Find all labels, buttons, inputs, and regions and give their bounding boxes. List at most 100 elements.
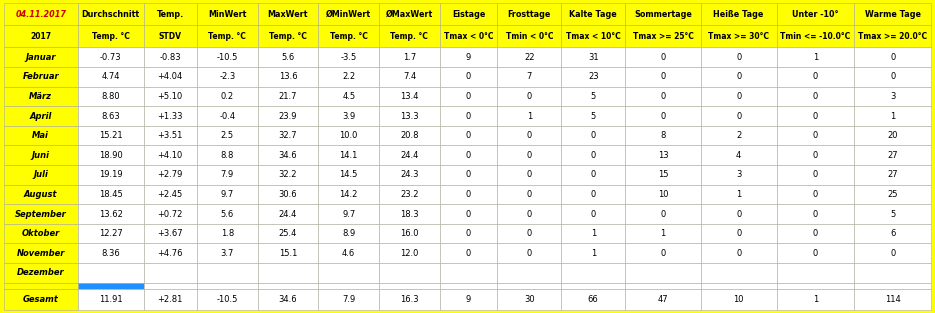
Bar: [197, 126, 258, 146]
Text: März: März: [29, 92, 52, 101]
Bar: [497, 263, 561, 283]
Bar: [561, 244, 626, 263]
Bar: [561, 185, 626, 204]
Text: 0: 0: [466, 72, 471, 81]
Bar: [626, 87, 701, 106]
Bar: [379, 146, 439, 165]
Text: MinWert: MinWert: [209, 10, 247, 18]
Bar: [439, 263, 497, 283]
Text: 31: 31: [588, 53, 598, 62]
Bar: [78, 87, 144, 106]
Bar: [855, 3, 931, 25]
Text: August: August: [24, 190, 58, 199]
Bar: [561, 204, 626, 224]
Bar: [318, 25, 379, 48]
Text: -2.3: -2.3: [219, 72, 236, 81]
Text: 2: 2: [736, 131, 741, 140]
Bar: [497, 126, 561, 146]
Bar: [626, 126, 701, 146]
Text: 0: 0: [660, 72, 666, 81]
Text: STDV: STDV: [159, 32, 181, 41]
Bar: [497, 224, 561, 244]
Bar: [439, 87, 497, 106]
Bar: [439, 25, 497, 48]
Text: 15.21: 15.21: [99, 131, 122, 140]
Bar: [701, 126, 776, 146]
Bar: [626, 185, 701, 204]
Text: -10.5: -10.5: [217, 53, 237, 62]
Bar: [497, 48, 561, 67]
Text: 27: 27: [887, 151, 898, 160]
Text: 20: 20: [887, 131, 898, 140]
Bar: [197, 87, 258, 106]
Text: 0: 0: [466, 111, 471, 121]
Text: 3.9: 3.9: [342, 111, 355, 121]
Bar: [144, 185, 197, 204]
Bar: [439, 185, 497, 204]
Text: 1.7: 1.7: [403, 53, 416, 62]
Text: +4.10: +4.10: [158, 151, 183, 160]
Bar: [144, 25, 197, 48]
Bar: [701, 25, 776, 48]
Text: 7.9: 7.9: [221, 170, 234, 179]
Bar: [497, 25, 561, 48]
Bar: [318, 185, 379, 204]
Bar: [379, 48, 439, 67]
Bar: [4, 25, 78, 48]
Text: 0: 0: [466, 92, 471, 101]
Bar: [144, 3, 197, 25]
Text: 8.63: 8.63: [101, 111, 120, 121]
Bar: [497, 185, 561, 204]
Text: +3.67: +3.67: [157, 229, 183, 238]
Bar: [197, 48, 258, 67]
Text: 25.4: 25.4: [279, 229, 297, 238]
Text: +2.81: +2.81: [157, 295, 183, 304]
Bar: [855, 146, 931, 165]
Bar: [701, 289, 776, 310]
Text: +0.72: +0.72: [157, 209, 183, 218]
Text: 2017: 2017: [30, 32, 51, 41]
Bar: [379, 224, 439, 244]
Text: 1: 1: [736, 190, 741, 199]
Text: 32.7: 32.7: [279, 131, 297, 140]
Bar: [144, 126, 197, 146]
Text: April: April: [30, 111, 52, 121]
Text: Frosttage: Frosttage: [508, 10, 551, 18]
Text: 9.7: 9.7: [221, 190, 234, 199]
Text: 0: 0: [466, 209, 471, 218]
Bar: [701, 87, 776, 106]
Text: 0: 0: [591, 151, 596, 160]
Text: Sommertage: Sommertage: [634, 10, 692, 18]
Text: +1.33: +1.33: [157, 111, 183, 121]
Text: Gesamt: Gesamt: [22, 295, 59, 304]
Text: 8.9: 8.9: [342, 229, 355, 238]
Bar: [561, 3, 626, 25]
Bar: [197, 204, 258, 224]
Bar: [855, 263, 931, 283]
Text: 0: 0: [466, 229, 471, 238]
Bar: [439, 106, 497, 126]
Bar: [379, 263, 439, 283]
Bar: [144, 146, 197, 165]
Text: 0: 0: [526, 92, 532, 101]
Text: 7: 7: [526, 72, 532, 81]
Text: 14.5: 14.5: [339, 170, 358, 179]
Text: 3.7: 3.7: [221, 249, 234, 258]
Bar: [626, 25, 701, 48]
Bar: [776, 244, 855, 263]
Text: 0: 0: [813, 111, 818, 121]
Bar: [4, 244, 78, 263]
Text: 8: 8: [660, 131, 666, 140]
Bar: [855, 244, 931, 263]
Bar: [4, 67, 78, 87]
Bar: [318, 224, 379, 244]
Bar: [258, 146, 318, 165]
Bar: [439, 3, 497, 25]
Text: 0: 0: [526, 151, 532, 160]
Bar: [144, 67, 197, 87]
Text: 7.9: 7.9: [342, 295, 355, 304]
Bar: [318, 146, 379, 165]
Text: +2.79: +2.79: [157, 170, 183, 179]
Text: 2.2: 2.2: [342, 72, 355, 81]
Bar: [78, 165, 144, 185]
